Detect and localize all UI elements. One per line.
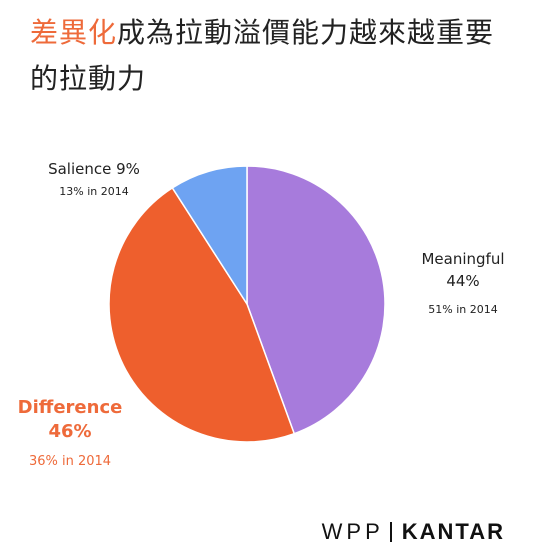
difference-name: Difference (17, 397, 123, 418)
pie-slice-salience (171, 165, 248, 307)
meaningful-label: Meaningful 44% 51% in 2014 (403, 248, 523, 318)
chart-title: 差異化成為拉動溢價能力越來越重要的拉動力 (30, 10, 510, 102)
logo-divider (389, 522, 392, 542)
difference-value: 46% (48, 421, 92, 442)
meaningful-value: 44% (446, 272, 480, 290)
meaningful-previous: 51% in 2014 (428, 303, 498, 316)
wpp-wordmark: WPP (321, 519, 384, 544)
difference-label: Difference 46% 36% in 2014 (10, 396, 130, 472)
salience-value: Salience 9% (48, 160, 140, 178)
wpp-kantar-logo: WPP KANTAR (322, 519, 505, 545)
salience-previous: 13% in 2014 (59, 185, 129, 198)
pie-slice-meaningful (246, 165, 386, 435)
salience-label: Salience 9% 13% in 2014 (34, 158, 154, 200)
difference-previous: 36% in 2014 (28, 454, 112, 469)
title-highlight: 差異化 (30, 16, 118, 49)
pie-slice-difference (108, 186, 296, 443)
meaningful-name: Meaningful (421, 250, 505, 268)
kantar-wordmark: KANTAR (401, 519, 505, 544)
title-rest: 成為拉動溢價能力越來越重要的拉動力 (30, 16, 495, 95)
